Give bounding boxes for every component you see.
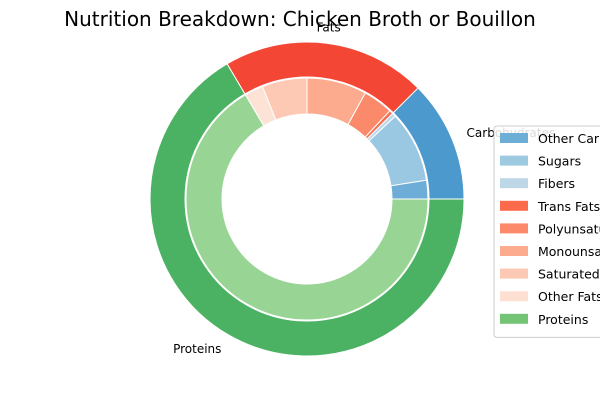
- legend-swatch-monounsaturated-fats: [500, 246, 528, 256]
- legend-swatch-other-carbohydrates: [500, 133, 528, 143]
- legend-label-trans-fats: Trans Fats: [537, 199, 600, 214]
- outer-label-proteins: Proteins: [173, 342, 221, 356]
- legend-swatch-polyunsaturated-fats: [500, 223, 528, 234]
- outer-ring: [149, 41, 465, 357]
- legend-swatch-trans-fats: [500, 200, 528, 211]
- legend-label-monounsaturated-fats: Monounsaturated Fats: [538, 244, 600, 259]
- legend-label-other-fats: Other Fats: [538, 289, 600, 304]
- outer-slice-proteins: [149, 63, 465, 357]
- chart-title: Nutrition Breakdown: Chicken Broth or Bo…: [64, 7, 536, 31]
- legend-swatch-sugars: [500, 155, 528, 166]
- legend: Other Carbohydrates Sugars Fibers Trans Fat…: [493, 125, 600, 338]
- legend-label-fibers: Fibers: [538, 176, 575, 191]
- legend-swatch-proteins: [500, 313, 528, 324]
- outer-label-fats: Fats: [317, 21, 341, 35]
- legend-label-sugars: Sugars: [538, 154, 581, 169]
- legend-label-other-carbohydrates: Other Carbohydrates: [538, 131, 600, 146]
- legend-swatch-fibers: [500, 178, 528, 189]
- inner-slice-proteins: [185, 94, 429, 321]
- legend-label-saturated-fats: Saturated Fats: [538, 267, 600, 282]
- legend-label-proteins: Proteins: [538, 312, 588, 327]
- inner-ring: [185, 77, 429, 321]
- legend-label-polyunsaturated-fats: Polyunsaturated Fats: [538, 221, 600, 236]
- legend-swatch-other-fats: [500, 291, 528, 302]
- legend-swatch-saturated-fats: [500, 268, 528, 279]
